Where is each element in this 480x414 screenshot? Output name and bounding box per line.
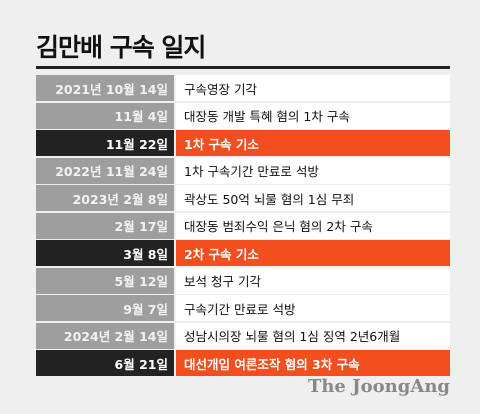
timeline-row: 2월 17일 대장동 범죄수익 은닉 혐의 2차 구속: [36, 212, 450, 239]
title-divider: [36, 66, 450, 69]
timeline-date: 11월 22일: [36, 130, 174, 156]
timeline-date: 3월 8일: [36, 240, 174, 266]
timeline-row: 2022년 11월 24일 1차 구속기간 만료로 석방: [36, 157, 450, 184]
timeline-event: 구속기간 만료로 석방: [176, 295, 450, 321]
timeline-row: 2024년 2월 14일 성남시의장 뇌물 혐의 1심 징역 2년6개월: [36, 322, 450, 349]
timeline-date: 6월 21일: [36, 350, 174, 376]
timeline-event: 1차 구속기간 만료로 석방: [176, 157, 450, 184]
timeline-event: 대장동 개발 특혜 혐의 1차 구속: [176, 102, 450, 129]
timeline-row: 2023년 2월 8일 곽상도 50억 뇌물 혐의 1심 무죄: [36, 185, 450, 211]
timeline-date: 2월 17일: [36, 212, 174, 239]
timeline-row: 5월 12일 보석 청구 기각: [36, 267, 450, 294]
page-title: 김만배 구속 일지: [36, 33, 206, 62]
timeline-date: 2021년 10월 14일: [36, 75, 174, 101]
timeline-date: 2023년 2월 8일: [36, 185, 174, 211]
timeline-date: 2024년 2월 14일: [36, 322, 174, 349]
timeline-date: 11월 4일: [36, 102, 174, 129]
timeline-event: 성남시의장 뇌물 혐의 1심 징역 2년6개월: [176, 322, 450, 349]
timeline-row: 2021년 10월 14일 구속영장 기각: [36, 75, 450, 101]
timeline-row: 3월 8일 2차 구속 기소: [36, 240, 450, 266]
timeline-event: 곽상도 50억 뇌물 혐의 1심 무죄: [176, 185, 450, 211]
timeline-event: 2차 구속 기소: [176, 240, 450, 266]
timeline-event: 대선개입 여론조작 혐의 3차 구속: [176, 350, 450, 376]
timeline-event: 대장동 범죄수익 은닉 혐의 2차 구속: [176, 212, 450, 239]
timeline-row: 11월 22일 1차 구속 기소: [36, 130, 450, 156]
timeline-table: 2021년 10월 14일 구속영장 기각 11월 4일 대장동 개발 특혜 혐…: [36, 75, 450, 378]
timeline-row: 6월 21일 대선개입 여론조작 혐의 3차 구속: [36, 350, 450, 376]
timeline-row: 11월 4일 대장동 개발 특혜 혐의 1차 구속: [36, 102, 450, 129]
timeline-event: 구속영장 기각: [176, 75, 450, 101]
timeline-event: 1차 구속 기소: [176, 130, 450, 156]
timeline-date: 2022년 11월 24일: [36, 157, 174, 184]
timeline-row: 9월 7일 구속기간 만료로 석방: [36, 295, 450, 321]
timeline-event: 보석 청구 기각: [176, 267, 450, 294]
timeline-date: 9월 7일: [36, 295, 174, 321]
timeline-date: 5월 12일: [36, 267, 174, 294]
publisher-logo: The JoongAng: [307, 376, 450, 397]
